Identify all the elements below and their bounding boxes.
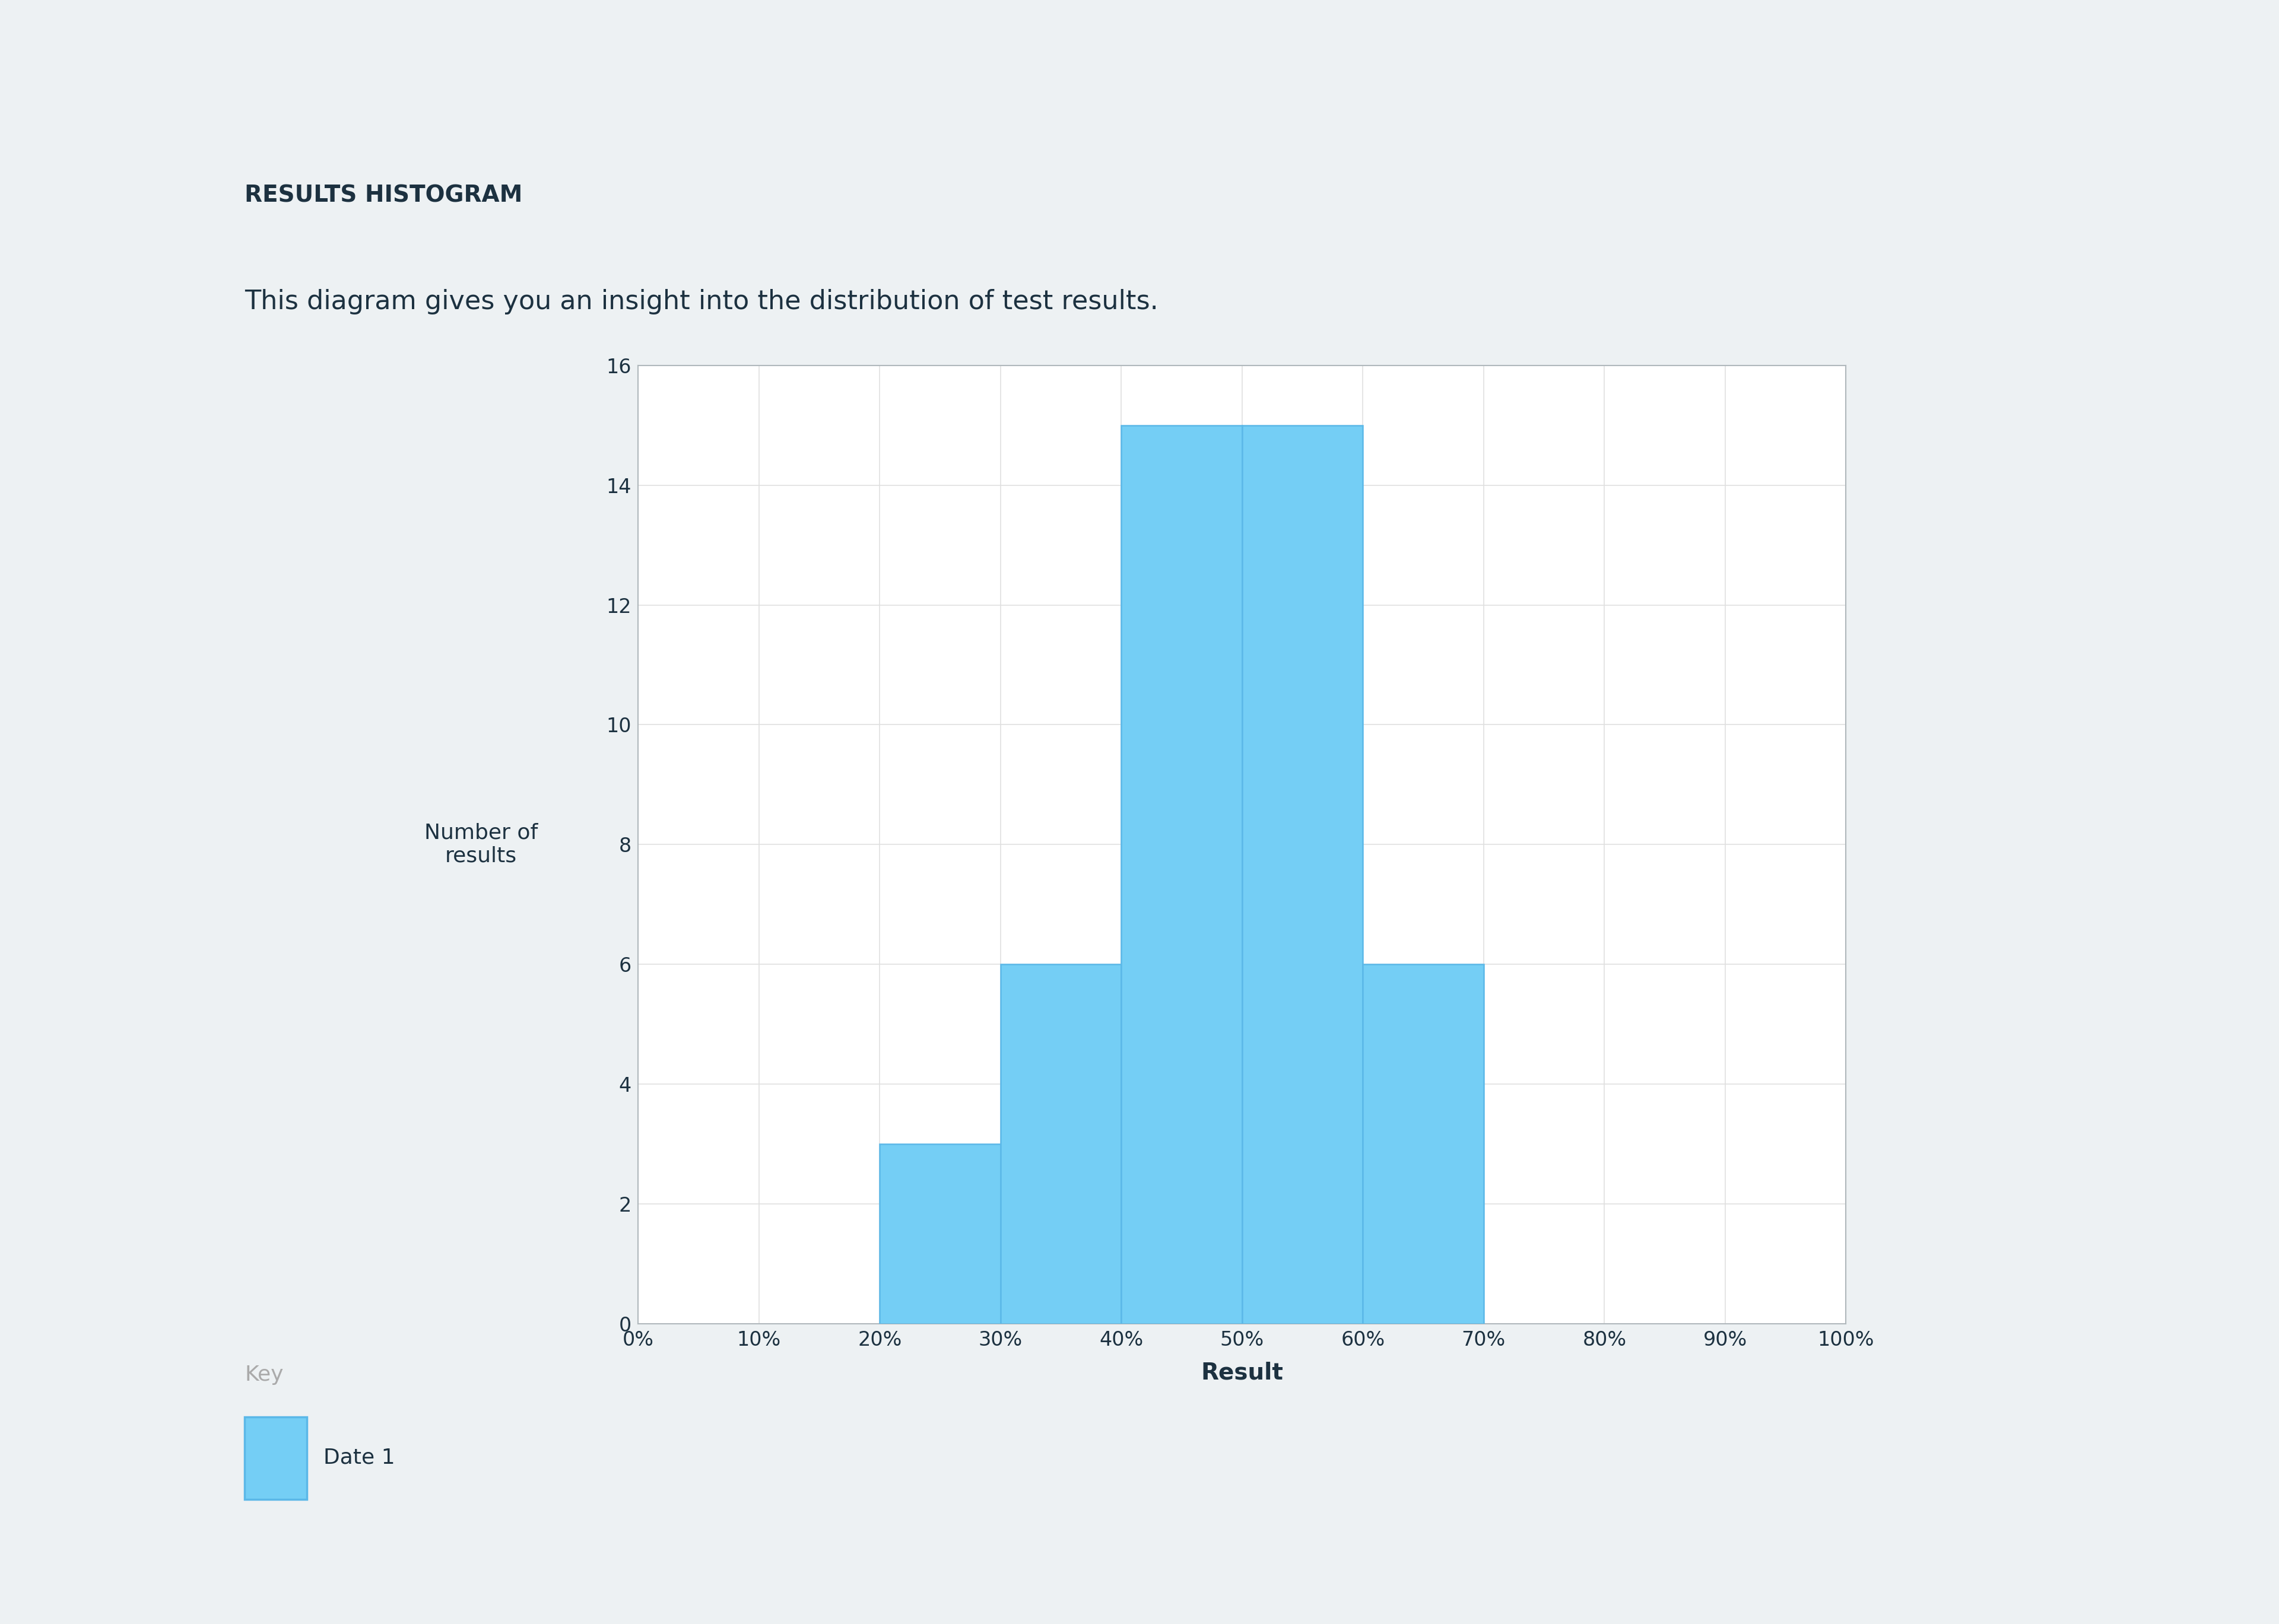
Text: Date 1: Date 1 bbox=[324, 1447, 394, 1468]
X-axis label: Result: Result bbox=[1201, 1361, 1283, 1384]
Text: Key: Key bbox=[244, 1364, 283, 1385]
FancyBboxPatch shape bbox=[244, 1418, 308, 1499]
Bar bbox=[1363, 965, 1484, 1324]
Bar bbox=[1000, 965, 1121, 1324]
Text: RESULTS HISTOGRAM: RESULTS HISTOGRAM bbox=[244, 185, 522, 206]
Y-axis label: Number of
results: Number of results bbox=[424, 823, 538, 866]
Text: This diagram gives you an insight into the distribution of test results.: This diagram gives you an insight into t… bbox=[244, 289, 1158, 315]
Bar bbox=[880, 1143, 1000, 1324]
Bar bbox=[1121, 425, 1242, 1324]
Bar bbox=[1242, 425, 1363, 1324]
